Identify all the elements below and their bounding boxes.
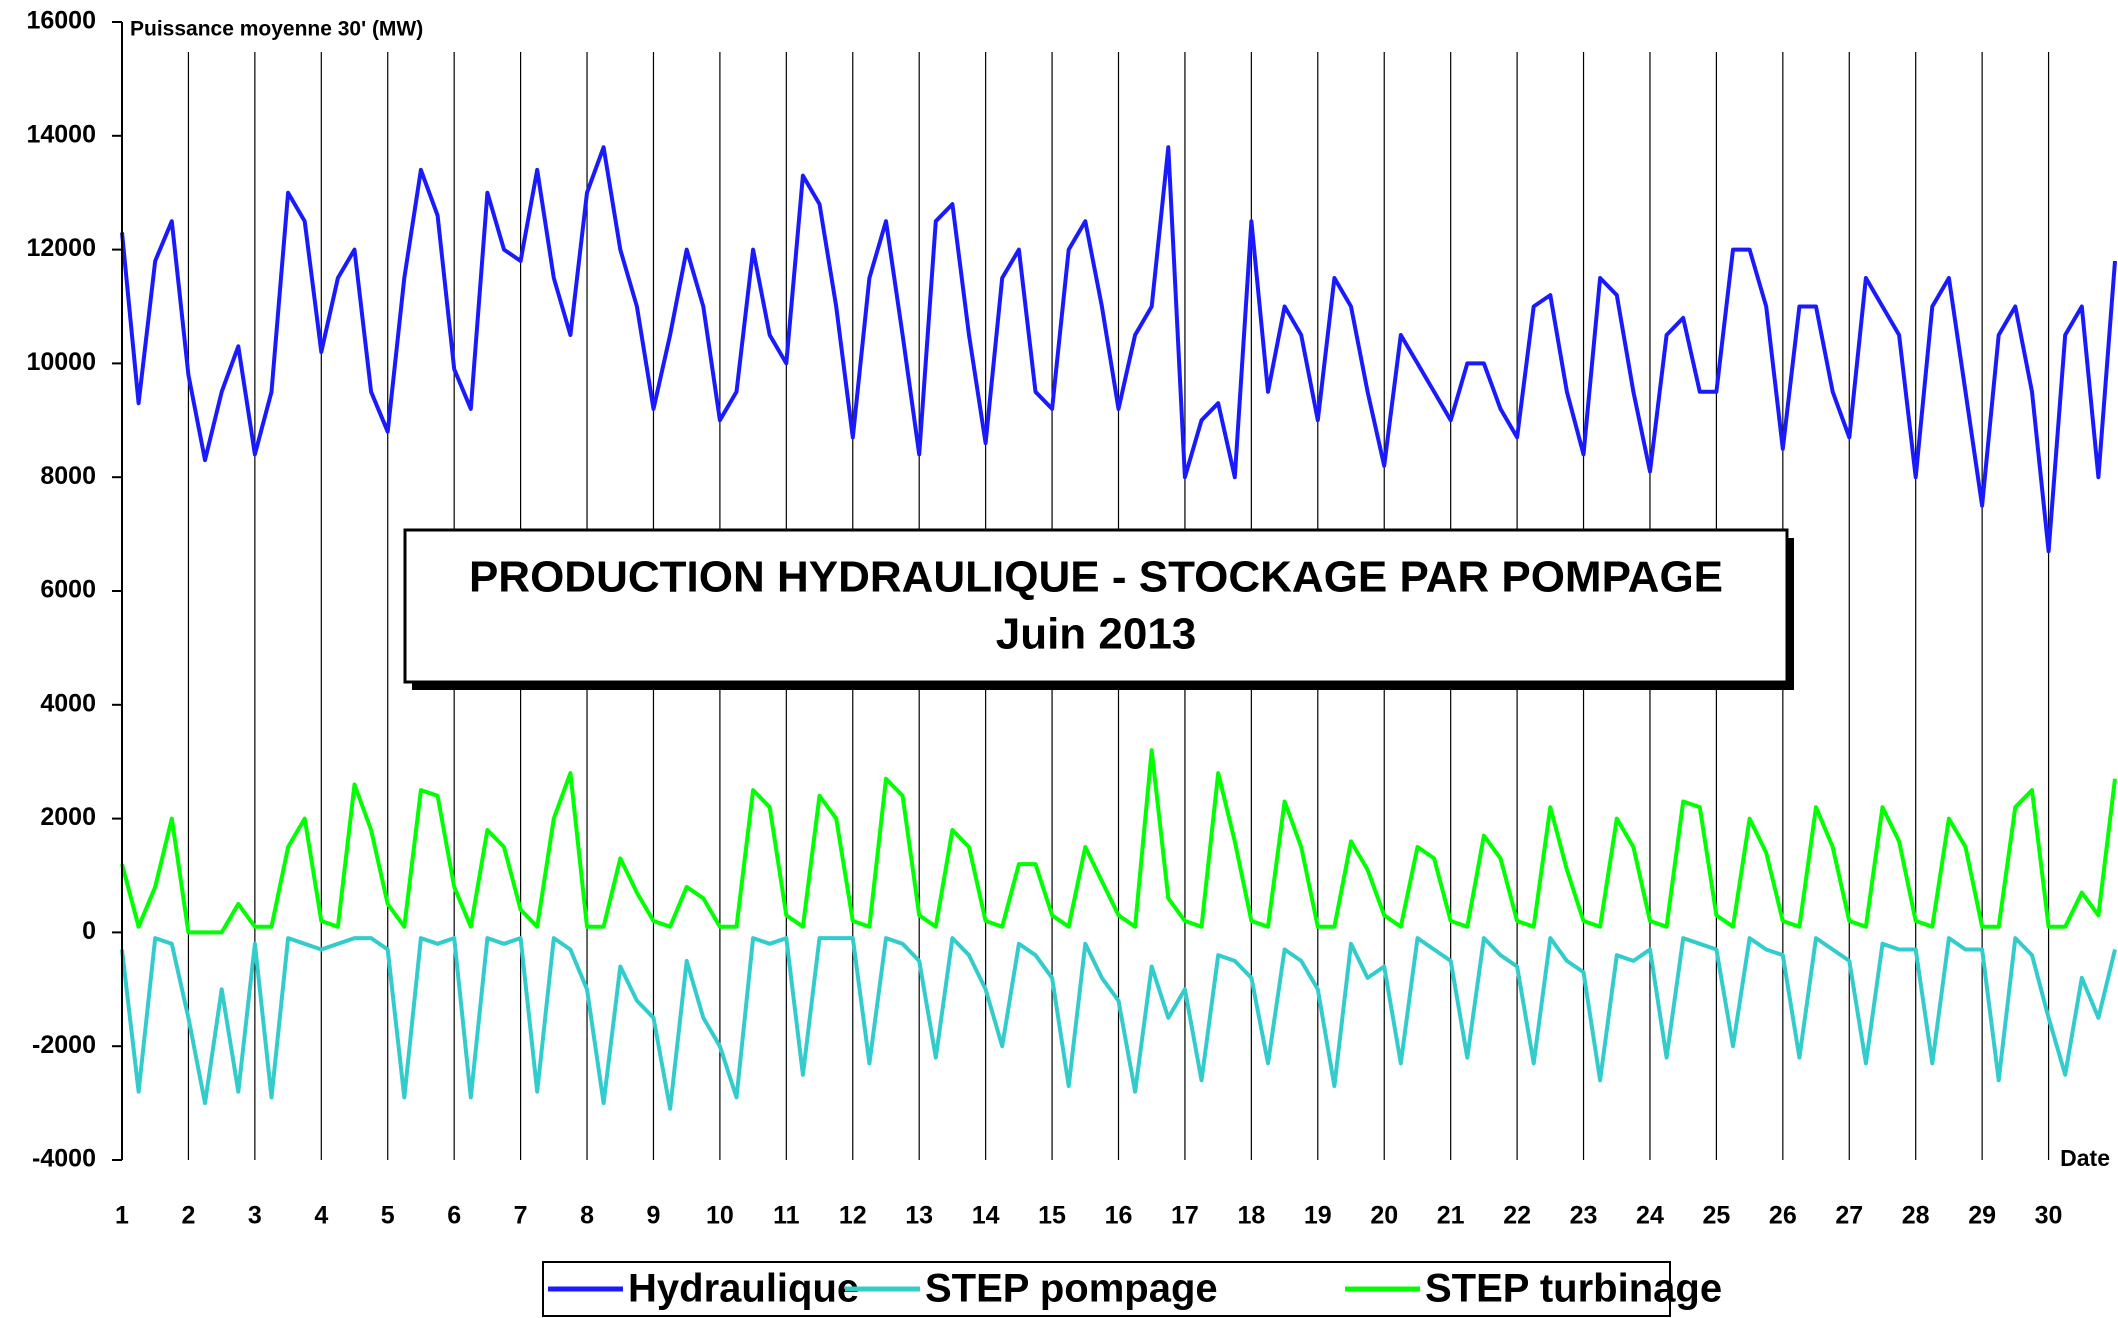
x-tick-label: 23 [1570, 1202, 1598, 1230]
x-tick-label: 29 [1968, 1202, 1996, 1230]
x-tick-label: 11 [773, 1202, 800, 1230]
x-tick-label: 10 [706, 1202, 734, 1230]
y-tick-label: 0 [82, 917, 96, 945]
legend-label: Hydraulique [628, 1267, 859, 1311]
x-tick-label: 5 [381, 1202, 395, 1230]
x-tick-label: 9 [647, 1202, 661, 1230]
legend [542, 1261, 1671, 1317]
series-line [120, 145, 2117, 554]
legend-items: Hydraulique STEP pompage STEP turbinage [548, 1267, 1722, 1311]
x-tick-label: 3 [248, 1202, 262, 1230]
y-tick-label: 4000 [40, 689, 96, 717]
x-tick-label: 17 [1171, 1202, 1199, 1230]
series-line [120, 936, 2117, 1111]
x-tick-label: 24 [1636, 1202, 1664, 1230]
x-tick-label: 25 [1702, 1202, 1730, 1230]
y-tick-label: 16000 [26, 7, 96, 35]
y-tick-label: -2000 [32, 1031, 96, 1059]
x-axis-label: Date [2060, 1145, 2110, 1171]
y-tick-label: 10000 [26, 348, 96, 376]
y-axis-label: Puissance moyenne 30' (MW) [130, 18, 423, 41]
x-tick-label: 21 [1437, 1202, 1465, 1230]
x-tick-label: 15 [1038, 1202, 1066, 1230]
x-tick-label: 19 [1304, 1202, 1332, 1230]
x-tick-label: 4 [314, 1202, 328, 1230]
x-tick-label: 1 [115, 1202, 129, 1230]
series-line [120, 748, 2117, 935]
x-tick-label: 20 [1370, 1202, 1398, 1230]
y-tick-label: 12000 [26, 234, 96, 262]
x-tick-label: 7 [514, 1202, 528, 1230]
x-tick-label: 2 [181, 1202, 195, 1230]
lines [120, 145, 2117, 1111]
x-tick-label: 14 [972, 1202, 1000, 1230]
x-tick-label: 18 [1237, 1202, 1265, 1230]
x-tick-label: 13 [905, 1202, 933, 1230]
x-tick-label: 16 [1105, 1202, 1133, 1230]
title-box [403, 528, 1789, 684]
legend-label: STEP pompage [925, 1267, 1218, 1311]
x-tick-label: 22 [1503, 1202, 1531, 1230]
x-tick-label: 12 [839, 1202, 867, 1230]
x-tick-label: 6 [447, 1202, 461, 1230]
y-tick-label: 14000 [26, 120, 96, 148]
y-tick-label: 8000 [40, 462, 96, 490]
y-tick-label: 2000 [40, 803, 96, 831]
x-tick-label: 26 [1769, 1202, 1797, 1230]
x-tick-label: 8 [580, 1202, 594, 1230]
x-tick-label: 27 [1835, 1202, 1863, 1230]
chart-title: PRODUCTION HYDRAULIQUE - STOCKAGE PAR PO… [469, 553, 1723, 602]
chart-subtitle: Juin 2013 [996, 610, 1197, 659]
legend-label: STEP turbinage [1425, 1267, 1722, 1311]
x-tick-label: 28 [1902, 1202, 1930, 1230]
x-tick-label: 30 [2035, 1202, 2063, 1230]
y-tick-label: -4000 [32, 1145, 96, 1173]
y-tick-label: 6000 [40, 576, 96, 604]
